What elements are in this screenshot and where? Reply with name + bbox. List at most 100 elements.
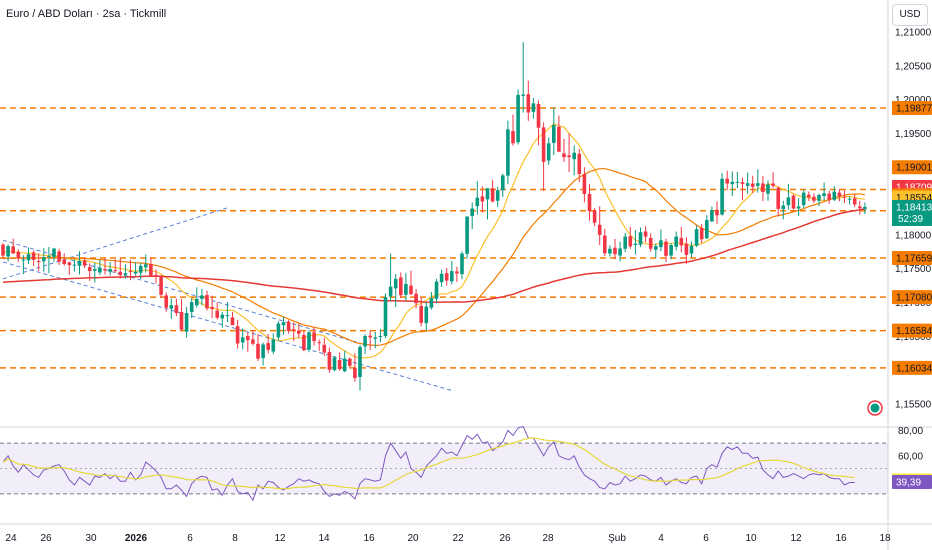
candle-body (429, 298, 434, 308)
candle-body (113, 270, 117, 272)
candle-body (373, 337, 378, 339)
ma-fast-line (2, 122, 865, 359)
candle-body (57, 251, 61, 262)
candle (863, 202, 867, 214)
candle (286, 320, 291, 334)
time-tick-label: 2026 (125, 533, 148, 544)
price-tick-label: 1,19500 (895, 129, 932, 140)
candle-body (240, 337, 245, 343)
candle-body (455, 271, 459, 274)
trendline-1 (2, 239, 361, 344)
candle-body (138, 266, 143, 273)
level-badge-0-text: 1,19877 (896, 103, 932, 114)
candle-body (128, 271, 133, 273)
candle-body (725, 178, 729, 184)
candle (592, 208, 597, 227)
candle-body (205, 295, 209, 309)
candle (597, 206, 602, 246)
candle-body (654, 246, 658, 250)
candle (256, 333, 260, 362)
candle-body (210, 306, 214, 309)
candle-body (577, 153, 582, 175)
candle-body (628, 236, 633, 247)
price-tick-label: 1,15500 (895, 400, 932, 411)
candle (689, 241, 694, 258)
candle (766, 180, 770, 201)
candle-body (623, 236, 627, 249)
candle-body (307, 332, 311, 350)
level-badge-5-bg (892, 323, 932, 338)
time-tick-label: 12 (790, 533, 802, 544)
candle (291, 322, 296, 342)
candle-body (414, 293, 418, 304)
candle (536, 100, 541, 146)
candle-body (11, 246, 15, 254)
candle (475, 181, 480, 215)
candle (169, 298, 174, 319)
candle-body (281, 322, 286, 326)
event-marker-icon[interactable] (867, 400, 883, 416)
candle-body (184, 313, 189, 332)
rsi-value-badge-bg (892, 474, 932, 489)
ma-mid-line (2, 168, 866, 347)
candle (648, 233, 653, 252)
candle-body (633, 243, 638, 246)
candle (149, 257, 153, 276)
candle (26, 247, 31, 264)
candle (47, 247, 51, 274)
candle (312, 326, 316, 346)
candle-body (842, 196, 847, 198)
countdown-text: 52:39 (898, 214, 923, 225)
candle (501, 173, 505, 198)
candle-body (501, 175, 505, 191)
candle (353, 353, 357, 382)
time-tick-label: 28 (542, 533, 554, 544)
candle (138, 262, 143, 279)
candle (414, 289, 418, 309)
candle-body (572, 152, 576, 160)
candle-body (786, 197, 791, 206)
time-tick-label: 12 (274, 533, 286, 544)
candle (654, 243, 658, 258)
candle-body (536, 104, 541, 128)
candle-body (674, 236, 678, 247)
candle (302, 330, 306, 352)
currency-button[interactable]: USD (892, 4, 928, 26)
candle (118, 257, 123, 279)
time-tick-label: 18 (879, 533, 891, 544)
candle (399, 272, 403, 299)
time-tick-label: 22 (452, 533, 464, 544)
candle (332, 355, 337, 372)
candle (31, 250, 36, 267)
time-tick-label: 30 (85, 533, 97, 544)
candle-body (179, 312, 184, 330)
candle-body (766, 184, 770, 194)
candle (495, 186, 500, 207)
candle-body (409, 285, 413, 295)
candle-body (337, 360, 342, 370)
candle-body (72, 264, 77, 266)
candle-body (256, 343, 260, 359)
candle (521, 42, 525, 113)
candle-body (246, 336, 250, 341)
rsi-value-badge: 39,39 (892, 474, 932, 489)
candle (358, 345, 362, 391)
candle-body (450, 271, 454, 282)
level-badge-0-bg (892, 100, 932, 115)
candle (348, 357, 352, 369)
candle-body (638, 232, 643, 245)
price-badge-0-text: 1,19001 (896, 163, 932, 174)
candle-body (812, 196, 816, 201)
candle (373, 331, 378, 349)
candle-body (348, 358, 352, 366)
candle (261, 342, 265, 366)
candle-body (781, 205, 786, 210)
candle-body (261, 344, 265, 359)
candle (159, 275, 163, 298)
candle-body (6, 246, 10, 257)
candle (572, 145, 576, 176)
price-tick-label: 1,17500 (895, 264, 932, 275)
candle-body (858, 206, 862, 209)
